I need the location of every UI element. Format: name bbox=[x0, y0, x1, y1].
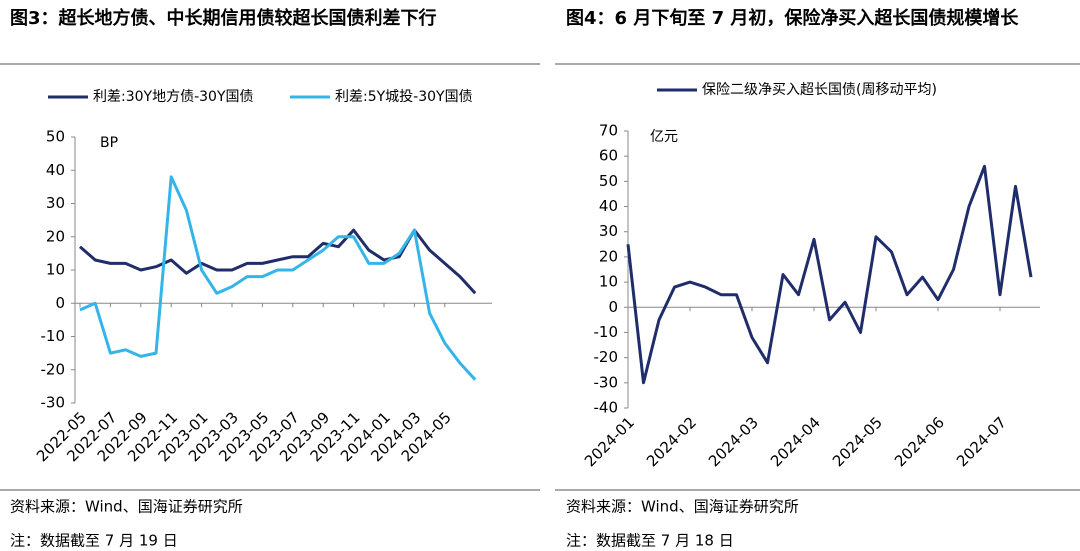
note: 注：数据截至 7 月 19 日 bbox=[10, 532, 178, 550]
y-tick-label: 20 bbox=[599, 247, 618, 265]
source: 资料来源：Wind、国海证券研究所 bbox=[566, 498, 799, 516]
x-tick-label: 2024-07 bbox=[953, 413, 1010, 470]
y-tick-label: -10 bbox=[594, 323, 619, 341]
y-tick-label: -20 bbox=[594, 348, 619, 366]
y-tick-label: 60 bbox=[599, 147, 618, 165]
series-line bbox=[79, 228, 477, 295]
unit-label: BP bbox=[100, 135, 118, 151]
unit-label: 亿元 bbox=[650, 129, 678, 145]
x-tick-label: 2024-03 bbox=[705, 413, 762, 470]
legend-label: 利差:30Y地方债-30Y国债 bbox=[93, 89, 254, 105]
y-tick-label: 30 bbox=[599, 222, 618, 240]
y-tick-label: 0 bbox=[608, 298, 618, 316]
y-tick-label: -30 bbox=[594, 373, 619, 391]
x-tick-label: 2022-07 bbox=[63, 408, 120, 465]
y-tick-label: 40 bbox=[46, 161, 65, 179]
x-tick-label: 2023-05 bbox=[215, 408, 272, 465]
x-tick-label: 2023-01 bbox=[155, 408, 212, 465]
x-tick-label: 2023-11 bbox=[307, 408, 364, 465]
y-tick-label: -10 bbox=[41, 327, 66, 345]
source: 资料来源：Wind、国海证券研究所 bbox=[10, 498, 243, 516]
y-tick-label: 40 bbox=[599, 197, 618, 215]
x-tick-label: 2023-09 bbox=[276, 408, 333, 465]
x-tick-label: 2024-06 bbox=[891, 413, 948, 470]
series-line bbox=[626, 164, 1033, 385]
y-tick-label: -40 bbox=[594, 399, 619, 417]
x-tick-label: 2024-05 bbox=[398, 408, 455, 465]
x-tick-label: 2024-01 bbox=[581, 413, 638, 470]
y-tick-label: -30 bbox=[41, 394, 66, 412]
x-tick-label: 2024-01 bbox=[337, 408, 394, 465]
y-tick-label: 10 bbox=[599, 273, 618, 291]
y-tick-label: 50 bbox=[599, 172, 618, 190]
x-tick-label: 2022-09 bbox=[94, 408, 151, 465]
legend-label: 利差:5Y城投-30Y国债 bbox=[335, 89, 473, 105]
x-tick-label: 2022-11 bbox=[124, 408, 181, 465]
x-tick-label: 2024-04 bbox=[767, 413, 824, 470]
note: 注：数据截至 7 月 18 日 bbox=[566, 532, 734, 550]
chart-title: 图4：6 月下旬至 7 月初，保险净买入超长国债规模增长 bbox=[566, 8, 1019, 29]
y-tick-label: 20 bbox=[46, 227, 65, 245]
x-tick-label: 2023-03 bbox=[185, 408, 242, 465]
y-tick-label: 30 bbox=[46, 194, 65, 212]
x-tick-label: 2024-03 bbox=[367, 408, 424, 465]
y-tick-label: 70 bbox=[599, 122, 618, 140]
x-tick-label: 2022-05 bbox=[33, 408, 90, 465]
y-tick-label: -20 bbox=[41, 360, 66, 378]
x-tick-label: 2024-02 bbox=[643, 413, 700, 470]
x-tick-label: 2023-07 bbox=[246, 408, 303, 465]
series-line bbox=[79, 175, 477, 381]
chart-title: 图3：超长地方债、中长期信用债较超长国债利差下行 bbox=[10, 8, 437, 29]
legend-label: 保险二级净买入超长国债(周移动平均) bbox=[702, 82, 937, 98]
y-tick-label: 10 bbox=[46, 261, 65, 279]
y-tick-label: 50 bbox=[46, 128, 65, 146]
y-tick-label: 0 bbox=[55, 294, 65, 312]
x-tick-label: 2024-05 bbox=[829, 413, 886, 470]
